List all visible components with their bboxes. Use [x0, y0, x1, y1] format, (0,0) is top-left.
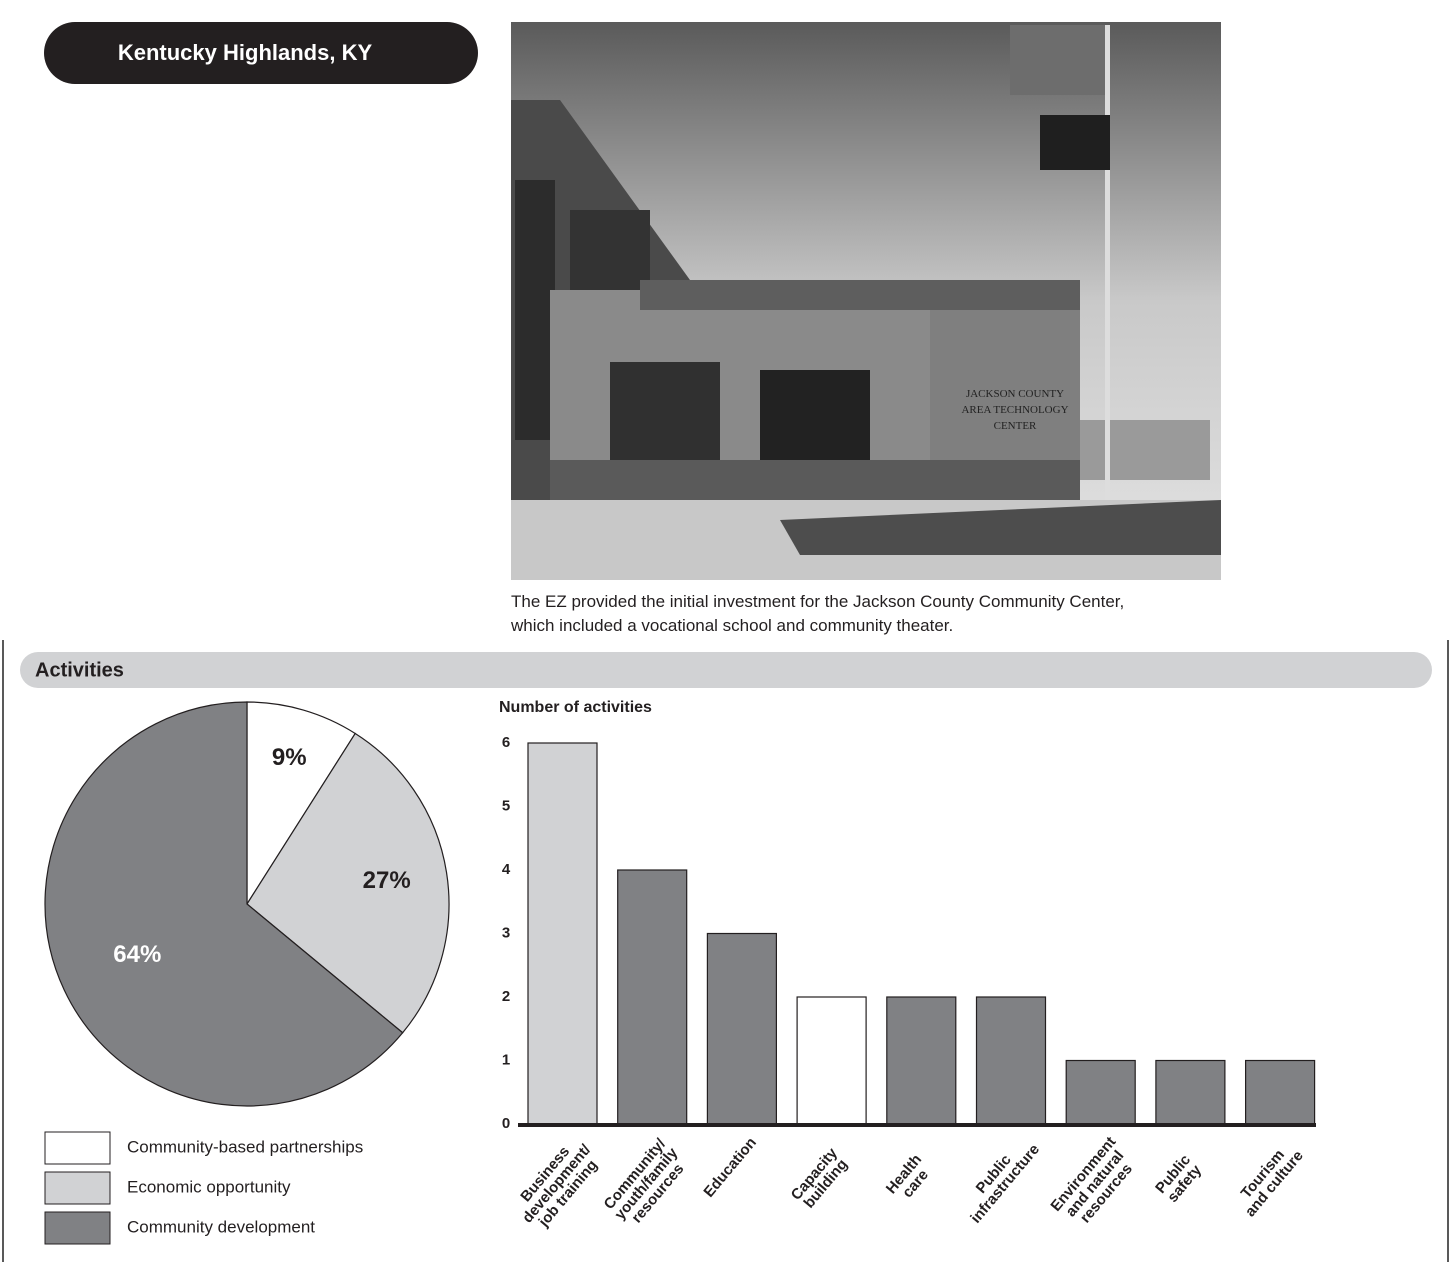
bar [527, 742, 598, 1125]
bar [1155, 1059, 1226, 1125]
y-tick-label: 2 [502, 988, 510, 1005]
pie-slice [44, 701, 404, 1107]
section-bar [20, 652, 1432, 688]
section-title: Activities [35, 659, 124, 681]
header-title: Kentucky Highlands, KY [118, 40, 373, 65]
slice-label: 27% [363, 867, 411, 894]
y-tick-label: 1 [502, 1051, 510, 1068]
legend-label: Community development [127, 1217, 315, 1236]
bar [617, 869, 688, 1125]
legend-swatch [44, 1171, 111, 1205]
y-tick-label: 4 [502, 861, 511, 878]
photo-caption: The EZ provided the initial investment f… [510, 592, 1124, 635]
bar [1065, 1059, 1136, 1125]
x-tick-label: Businessdevelopment/job training [508, 1131, 607, 1236]
x-tick-label: Healthcare [883, 1151, 937, 1207]
bar [796, 996, 867, 1125]
pie-slice [246, 701, 357, 907]
legend-label: Economic opportunity [127, 1177, 291, 1196]
x-tick-label: Publicinfrastructure [956, 1131, 1043, 1226]
x-tick-label: Publicsafety [1152, 1151, 1205, 1206]
bar [706, 932, 778, 1125]
y-tick-label: 6 [502, 734, 510, 751]
photo-sign: JACKSON COUNTY AREA TECHNOLOGY CENTER [961, 388, 1068, 432]
y-tick-label: 5 [502, 797, 510, 814]
pie-slice [246, 732, 450, 1034]
y-tick-label: 0 [502, 1115, 510, 1132]
legend-label: Community-based partnerships [127, 1137, 363, 1156]
header-pill [44, 22, 478, 84]
x-tick-label: Tourismand culture [1230, 1138, 1306, 1221]
x-tick-label: Education [700, 1134, 760, 1200]
x-tick-label: Capacitybuilding [788, 1144, 853, 1213]
bar [886, 996, 957, 1125]
y-tick-label: 3 [502, 924, 510, 941]
x-tick-label: Community/youth/familyresources [600, 1134, 693, 1232]
bar [975, 996, 1047, 1125]
x-tick-label: Environmentand naturalresources [1047, 1134, 1142, 1234]
photo: JACKSON COUNTY AREA TECHNOLOGY CENTER [511, 22, 1221, 580]
axis-title: Number of activities [499, 699, 652, 716]
slice-label: 64% [113, 941, 161, 968]
bar [1244, 1059, 1316, 1125]
legend-swatch [44, 1131, 111, 1165]
legend-swatch [44, 1211, 111, 1245]
slice-label: 9% [272, 744, 307, 771]
